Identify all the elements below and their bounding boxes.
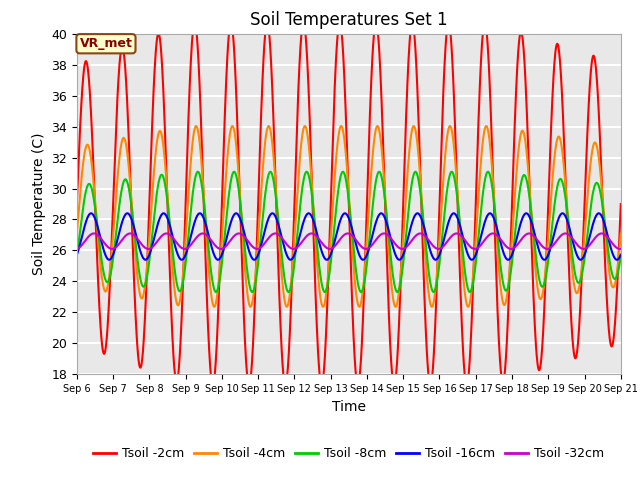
Tsoil -4cm [617,231,625,237]
Line: Tsoil -4cm: Tsoil -4cm [77,126,621,307]
Line: Tsoil -32cm: Tsoil -32cm [77,233,621,249]
Tsoil -2cm [73,201,81,207]
Tsoil -4cm [502,300,509,305]
Tsoil -4cm [73,231,81,237]
Tsoil -16cm [602,225,609,230]
Tsoil -8cm [100,274,108,280]
Tsoil -4cm [323,282,331,288]
Tsoil -32cm [602,232,609,238]
Tsoil -4cm [338,123,346,129]
Tsoil -32cm [73,246,81,252]
Y-axis label: Soil Temperature (C): Soil Temperature (C) [31,133,45,275]
Tsoil -16cm [504,257,512,263]
Tsoil -32cm [617,246,625,252]
Tsoil -8cm [323,284,331,290]
Tsoil -4cm [602,228,609,234]
X-axis label: Time: Time [332,400,366,414]
Tsoil -8cm [502,288,509,293]
Tsoil -16cm [617,252,625,258]
Tsoil -2cm [338,29,346,35]
Line: Tsoil -16cm: Tsoil -16cm [77,213,621,260]
Tsoil -16cm [305,210,312,216]
Tsoil -16cm [323,257,331,263]
Tsoil -2cm [602,271,609,276]
Tsoil -2cm [617,201,625,207]
Title: Soil Temperatures Set 1: Soil Temperatures Set 1 [250,11,447,29]
Tsoil -8cm [338,170,346,176]
Tsoil -8cm [602,227,609,232]
Legend: Tsoil -2cm, Tsoil -4cm, Tsoil -8cm, Tsoil -16cm, Tsoil -32cm: Tsoil -2cm, Tsoil -4cm, Tsoil -8cm, Tsoi… [88,442,609,465]
Tsoil -4cm [410,123,417,129]
Tsoil -32cm [338,234,346,240]
Tsoil -32cm [101,240,109,246]
Tsoil -2cm [445,20,452,26]
Tsoil -16cm [338,214,346,220]
Tsoil -8cm [73,253,81,259]
Tsoil -32cm [324,245,332,251]
Tsoil -8cm [429,289,437,295]
Tsoil -32cm [289,246,297,252]
Tsoil -4cm [602,231,609,237]
Tsoil -32cm [90,230,98,236]
Tsoil -16cm [602,224,609,229]
Tsoil -2cm [502,359,509,364]
Tsoil -32cm [602,232,609,238]
Line: Tsoil -8cm: Tsoil -8cm [77,172,621,292]
Tsoil -8cm [617,253,625,259]
Tsoil -2cm [602,264,609,270]
Tsoil -32cm [502,243,509,249]
Tsoil -4cm [100,288,108,293]
Line: Tsoil -2cm: Tsoil -2cm [77,23,621,385]
Tsoil -16cm [502,254,509,260]
Tsoil -2cm [100,350,108,356]
Tsoil -16cm [73,252,81,258]
Tsoil -2cm [245,382,253,388]
Tsoil -8cm [602,224,609,230]
Tsoil -8cm [230,169,238,175]
Tsoil -2cm [323,304,331,310]
Tsoil -16cm [100,250,108,255]
Tsoil -4cm [211,304,218,310]
Text: VR_met: VR_met [79,37,132,50]
